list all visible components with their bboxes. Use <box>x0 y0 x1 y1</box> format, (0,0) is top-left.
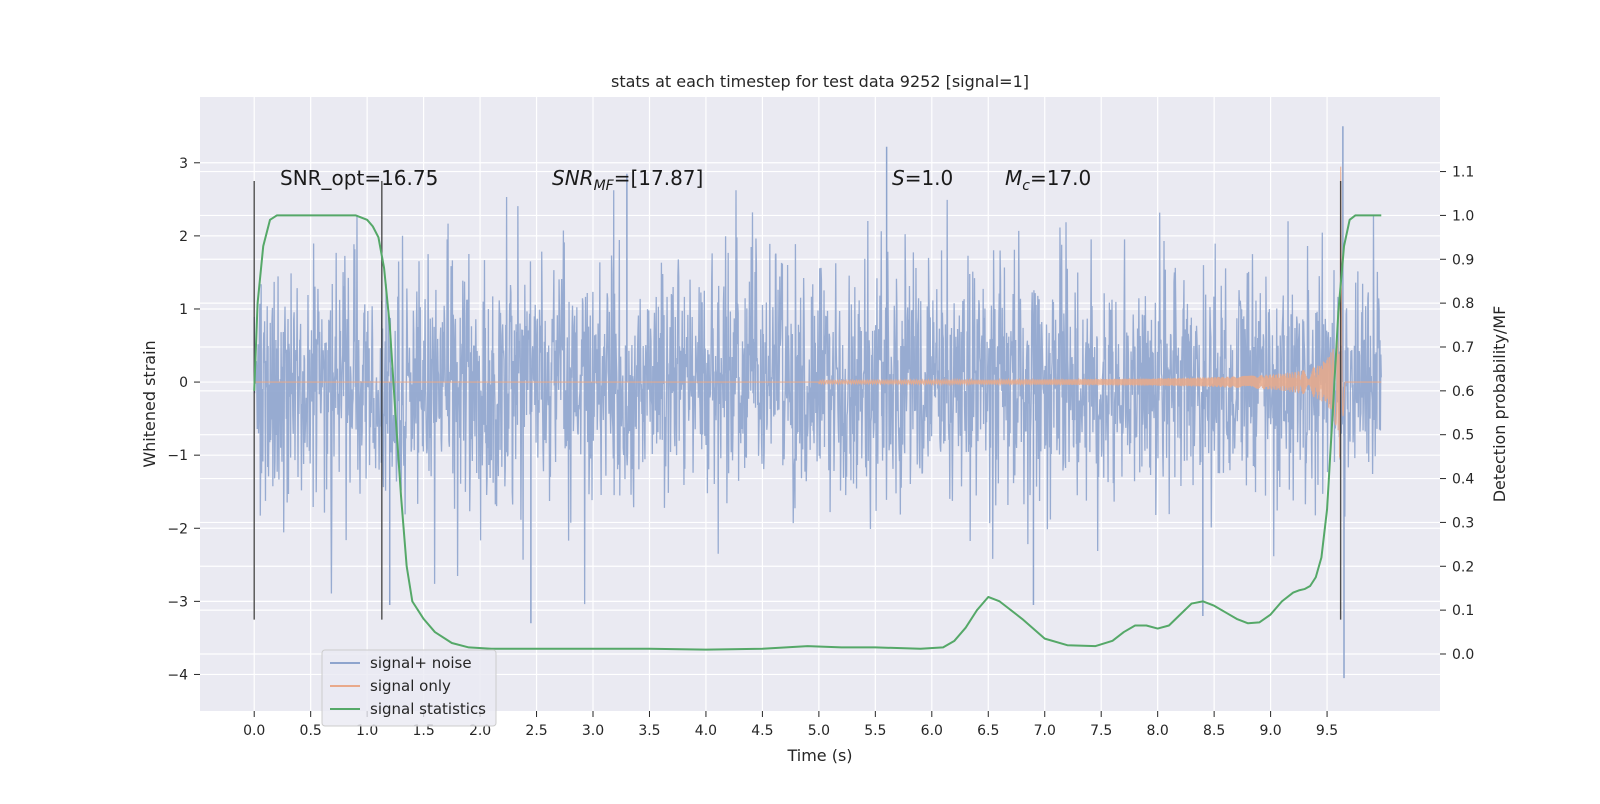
x-tick-label: 8.5 <box>1203 723 1225 739</box>
y-right-tick-label: 1.0 <box>1452 208 1474 224</box>
x-tick-label: 2.0 <box>469 723 491 739</box>
annotation-mc: Mc=17.0 <box>1005 166 1091 194</box>
annotations: SNR_opt=16.75 SNRMF=[17.87] S=1.0 Mc=17.… <box>280 166 1091 194</box>
x-tick-label: 2.5 <box>525 723 547 739</box>
y-right-tick-label: 0.5 <box>1452 428 1474 444</box>
statistics-line <box>253 214 1382 651</box>
x-tick-label: 9.5 <box>1316 723 1338 739</box>
x-tick-label: 4.5 <box>751 723 773 739</box>
y-right-tick-label: 0.0 <box>1452 647 1474 663</box>
x-tick-label: 0.5 <box>300 723 322 739</box>
x-tick-label: 0.0 <box>243 723 265 739</box>
chart-title: stats at each timestep for test data 925… <box>611 72 1029 91</box>
legend-label-signal-noise: signal+ noise <box>370 654 472 672</box>
x-tick-label: 7.5 <box>1090 723 1112 739</box>
y-right-tick-label: 0.3 <box>1452 515 1474 531</box>
y-left-tick-label: −4 <box>167 667 188 683</box>
x-tick-label: 5.0 <box>808 723 830 739</box>
y-left-tick-label: −2 <box>167 521 188 537</box>
y-right-axis-label: Detection probability/MF <box>1490 306 1509 503</box>
annotation-snr-opt: SNR_opt=16.75 <box>280 166 438 190</box>
x-tick-label: 3.5 <box>638 723 660 739</box>
series-signal-statistics <box>253 214 1382 651</box>
y-right-tick-label: 0.1 <box>1452 603 1474 619</box>
y-right-axis-ticks: 0.0 0.1 0.2 0.3 0.4 0.5 0.6 0.7 0.8 0.9 1.0 1.1 <box>1440 165 1474 663</box>
annotation-snr-mf: SNRMF=[17.87] <box>552 166 703 194</box>
noise-trace <box>253 190 1382 605</box>
y-left-tick-label: 3 <box>179 156 188 172</box>
x-tick-label: 6.0 <box>921 723 943 739</box>
x-tick-label: 1.5 <box>412 723 434 739</box>
y-right-tick-label: 1.1 <box>1452 165 1474 181</box>
x-tick-label: 8.0 <box>1147 723 1169 739</box>
x-tick-label: 7.0 <box>1034 723 1056 739</box>
y-right-tick-label: 0.9 <box>1452 252 1474 268</box>
x-tick-label: 5.5 <box>864 723 886 739</box>
legend-label-signal-only: signal only <box>370 677 451 695</box>
x-axis-label: Time (s) <box>786 746 852 765</box>
x-tick-label: 1.0 <box>356 723 378 739</box>
series-signal-noise <box>253 126 1382 679</box>
x-tick-label: 4.0 <box>695 723 717 739</box>
y-right-tick-label: 0.8 <box>1452 296 1474 312</box>
x-axis-ticks: 0.0 0.5 1.0 1.5 2.0 2.5 3.0 3.5 4.0 4.5 5.0 5.5 6.0 6… <box>243 711 1338 739</box>
y-right-tick-label: 0.4 <box>1452 472 1474 488</box>
series-signal-only <box>254 166 1382 459</box>
y-right-tick-label: 0.6 <box>1452 384 1474 400</box>
y-left-axis-label: Whitened strain <box>140 340 159 467</box>
y-right-tick-label: 0.7 <box>1452 340 1474 356</box>
y-left-tick-label: 2 <box>179 229 188 245</box>
y-left-tick-label: −3 <box>167 594 188 610</box>
y-left-tick-label: −1 <box>167 448 188 464</box>
x-tick-label: 9.0 <box>1259 723 1281 739</box>
x-tick-label: 3.0 <box>582 723 604 739</box>
annotation-s: S=1.0 <box>892 166 953 190</box>
legend: signal+ noise signal only signal statist… <box>321 649 497 727</box>
y-right-tick-label: 0.2 <box>1452 559 1474 575</box>
y-left-tick-label: 1 <box>179 302 188 318</box>
y-left-axis-ticks: −4 −3 −2 −1 0 1 2 3 <box>167 156 200 683</box>
legend-label-signal-statistics: signal statistics <box>370 700 486 718</box>
y-left-tick-label: 0 <box>179 375 188 391</box>
legend-box <box>321 649 497 727</box>
signal-trace <box>254 166 1382 459</box>
x-tick-label: 6.5 <box>977 723 999 739</box>
